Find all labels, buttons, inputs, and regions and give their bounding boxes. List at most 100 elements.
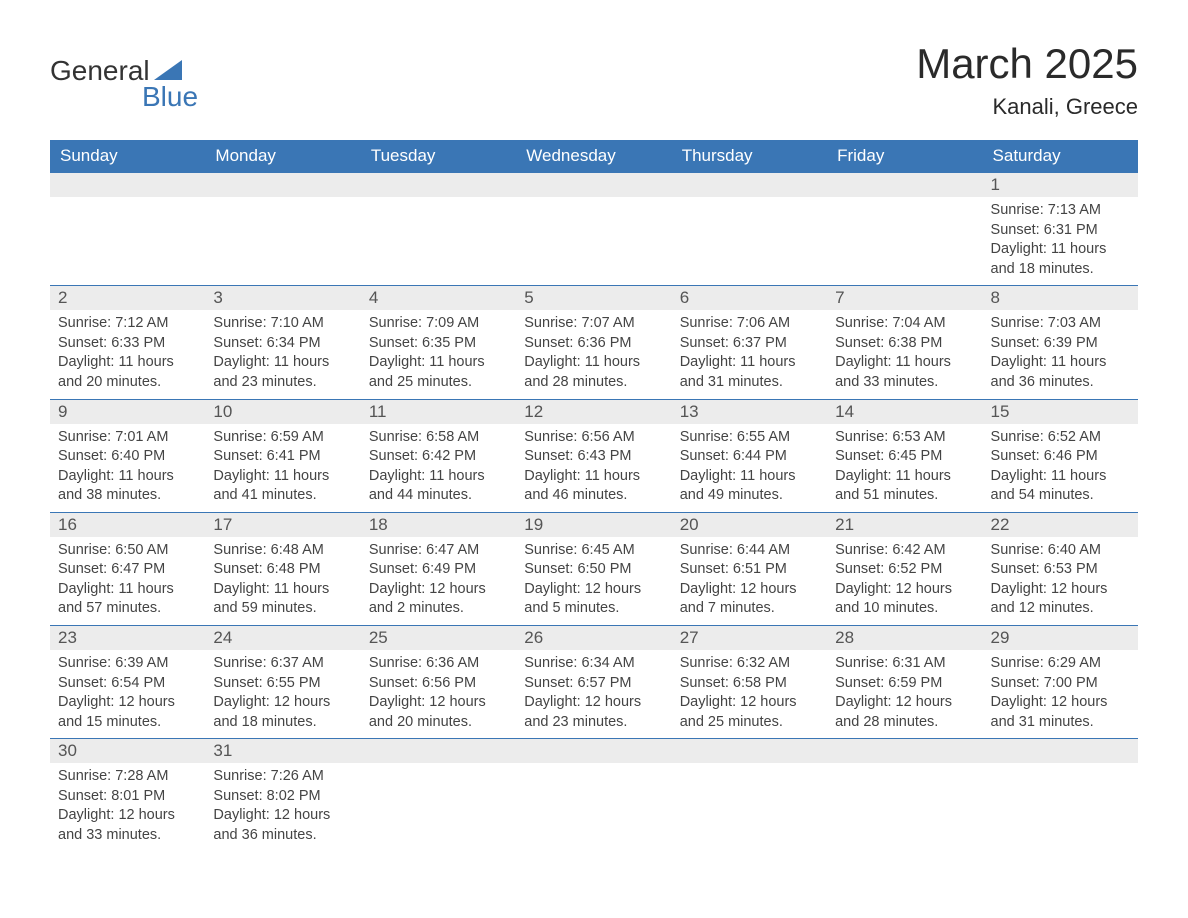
daylight-text: Daylight: 11 hours and 49 minutes.	[680, 467, 819, 506]
sunset-text: Sunset: 6:54 PM	[58, 674, 197, 694]
day-number	[827, 739, 982, 764]
sunrise-text: Sunrise: 6:37 AM	[213, 654, 352, 674]
sunrise-text: Sunrise: 6:34 AM	[524, 654, 663, 674]
day-cell: Sunrise: 6:32 AMSunset: 6:58 PMDaylight:…	[672, 650, 827, 739]
day-cell: Sunrise: 7:09 AMSunset: 6:35 PMDaylight:…	[361, 310, 516, 399]
day-number: 22	[983, 512, 1138, 537]
daylight-text: Daylight: 11 hours and 57 minutes.	[58, 580, 197, 619]
day-content-row: Sunrise: 6:50 AMSunset: 6:47 PMDaylight:…	[50, 537, 1138, 626]
daylight-text: Daylight: 12 hours and 2 minutes.	[369, 580, 508, 619]
day-cell	[50, 197, 205, 286]
sunrise-text: Sunrise: 6:45 AM	[524, 541, 663, 561]
col-friday: Friday	[827, 140, 982, 173]
day-cell	[361, 763, 516, 851]
day-number: 13	[672, 399, 827, 424]
daylight-text: Daylight: 11 hours and 28 minutes.	[524, 353, 663, 392]
daylight-text: Daylight: 11 hours and 33 minutes.	[835, 353, 974, 392]
sunrise-text: Sunrise: 7:09 AM	[369, 314, 508, 334]
day-number	[516, 173, 671, 198]
day-cell	[827, 197, 982, 286]
day-number: 30	[50, 739, 205, 764]
day-cell	[827, 763, 982, 851]
day-number: 6	[672, 286, 827, 311]
sunrise-text: Sunrise: 6:48 AM	[213, 541, 352, 561]
day-number: 14	[827, 399, 982, 424]
col-monday: Monday	[205, 140, 360, 173]
calendar-table: Sunday Monday Tuesday Wednesday Thursday…	[50, 140, 1138, 852]
sunset-text: Sunset: 6:45 PM	[835, 447, 974, 467]
day-cell: Sunrise: 6:47 AMSunset: 6:49 PMDaylight:…	[361, 537, 516, 626]
daylight-text: Daylight: 12 hours and 12 minutes.	[991, 580, 1130, 619]
day-number: 23	[50, 626, 205, 651]
sunrise-text: Sunrise: 7:12 AM	[58, 314, 197, 334]
day-content-row: Sunrise: 7:01 AMSunset: 6:40 PMDaylight:…	[50, 424, 1138, 513]
daylight-text: Daylight: 12 hours and 28 minutes.	[835, 693, 974, 732]
daylight-text: Daylight: 12 hours and 18 minutes.	[213, 693, 352, 732]
day-number: 17	[205, 512, 360, 537]
sunrise-text: Sunrise: 6:53 AM	[835, 428, 974, 448]
day-number-row: 3031	[50, 739, 1138, 764]
sunset-text: Sunset: 6:36 PM	[524, 334, 663, 354]
sunset-text: Sunset: 6:43 PM	[524, 447, 663, 467]
daylight-text: Daylight: 11 hours and 46 minutes.	[524, 467, 663, 506]
sunrise-text: Sunrise: 6:44 AM	[680, 541, 819, 561]
day-number: 1	[983, 173, 1138, 198]
day-cell: Sunrise: 7:01 AMSunset: 6:40 PMDaylight:…	[50, 424, 205, 513]
sunset-text: Sunset: 6:53 PM	[991, 560, 1130, 580]
sunrise-text: Sunrise: 7:04 AM	[835, 314, 974, 334]
sunrise-text: Sunrise: 6:50 AM	[58, 541, 197, 561]
day-cell: Sunrise: 6:31 AMSunset: 6:59 PMDaylight:…	[827, 650, 982, 739]
sunset-text: Sunset: 6:56 PM	[369, 674, 508, 694]
weekday-header-row: Sunday Monday Tuesday Wednesday Thursday…	[50, 140, 1138, 173]
day-number	[50, 173, 205, 198]
day-cell	[361, 197, 516, 286]
day-cell: Sunrise: 7:07 AMSunset: 6:36 PMDaylight:…	[516, 310, 671, 399]
day-cell: Sunrise: 6:55 AMSunset: 6:44 PMDaylight:…	[672, 424, 827, 513]
sunset-text: Sunset: 6:34 PM	[213, 334, 352, 354]
daylight-text: Daylight: 12 hours and 7 minutes.	[680, 580, 819, 619]
logo-text-general: General	[50, 55, 150, 87]
day-cell	[983, 763, 1138, 851]
sunset-text: Sunset: 6:42 PM	[369, 447, 508, 467]
day-cell: Sunrise: 6:40 AMSunset: 6:53 PMDaylight:…	[983, 537, 1138, 626]
daylight-text: Daylight: 11 hours and 51 minutes.	[835, 467, 974, 506]
day-number: 26	[516, 626, 671, 651]
sunset-text: Sunset: 6:44 PM	[680, 447, 819, 467]
sunrise-text: Sunrise: 6:56 AM	[524, 428, 663, 448]
title-block: March 2025 Kanali, Greece	[916, 40, 1138, 120]
daylight-text: Daylight: 11 hours and 20 minutes.	[58, 353, 197, 392]
day-cell	[672, 197, 827, 286]
sunrise-text: Sunrise: 6:36 AM	[369, 654, 508, 674]
sunrise-text: Sunrise: 6:59 AM	[213, 428, 352, 448]
month-title: March 2025	[916, 40, 1138, 88]
day-number: 19	[516, 512, 671, 537]
daylight-text: Daylight: 12 hours and 23 minutes.	[524, 693, 663, 732]
day-cell	[516, 197, 671, 286]
sunrise-text: Sunrise: 6:55 AM	[680, 428, 819, 448]
day-number-row: 23242526272829	[50, 626, 1138, 651]
sunset-text: Sunset: 6:49 PM	[369, 560, 508, 580]
day-number: 12	[516, 399, 671, 424]
sunrise-text: Sunrise: 6:42 AM	[835, 541, 974, 561]
sunset-text: Sunset: 6:37 PM	[680, 334, 819, 354]
day-number	[516, 739, 671, 764]
day-number-row: 16171819202122	[50, 512, 1138, 537]
col-thursday: Thursday	[672, 140, 827, 173]
daylight-text: Daylight: 12 hours and 20 minutes.	[369, 693, 508, 732]
daylight-text: Daylight: 12 hours and 33 minutes.	[58, 806, 197, 845]
day-number: 3	[205, 286, 360, 311]
day-cell: Sunrise: 7:13 AMSunset: 6:31 PMDaylight:…	[983, 197, 1138, 286]
day-number: 21	[827, 512, 982, 537]
day-number-row: 2345678	[50, 286, 1138, 311]
day-content-row: Sunrise: 7:12 AMSunset: 6:33 PMDaylight:…	[50, 310, 1138, 399]
day-cell: Sunrise: 6:50 AMSunset: 6:47 PMDaylight:…	[50, 537, 205, 626]
daylight-text: Daylight: 11 hours and 54 minutes.	[991, 467, 1130, 506]
day-cell: Sunrise: 7:26 AMSunset: 8:02 PMDaylight:…	[205, 763, 360, 851]
sunset-text: Sunset: 6:48 PM	[213, 560, 352, 580]
daylight-text: Daylight: 12 hours and 15 minutes.	[58, 693, 197, 732]
day-number	[672, 739, 827, 764]
day-number: 2	[50, 286, 205, 311]
day-cell	[516, 763, 671, 851]
daylight-text: Daylight: 11 hours and 23 minutes.	[213, 353, 352, 392]
day-cell	[205, 197, 360, 286]
